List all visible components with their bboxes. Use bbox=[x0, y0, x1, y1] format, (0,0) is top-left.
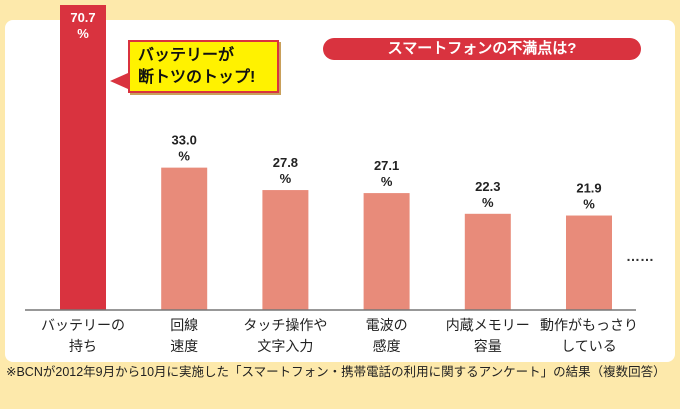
category-label: している bbox=[561, 339, 617, 355]
value-unit: % bbox=[381, 174, 393, 189]
value-unit: % bbox=[482, 195, 494, 210]
category-label: バッテリーの bbox=[41, 318, 125, 334]
category-label: 動作がもっさり bbox=[540, 318, 638, 334]
category-label: 速度 bbox=[170, 339, 198, 355]
chart-title: スマートフォンの不満点は? bbox=[323, 38, 641, 60]
bar bbox=[464, 213, 511, 310]
value-unit: % bbox=[280, 171, 292, 186]
callout-pointer bbox=[110, 73, 128, 89]
category-label: 感度 bbox=[373, 338, 401, 355]
category-label: 文字入力 bbox=[257, 339, 313, 355]
category-label: タッチ操作や bbox=[243, 318, 327, 334]
bar bbox=[161, 167, 208, 310]
category-label: 電波の bbox=[366, 318, 408, 334]
bar bbox=[262, 190, 309, 310]
value-label: 21.9 bbox=[576, 181, 601, 196]
category-label: 持ち bbox=[69, 339, 97, 355]
continuation-dots: …… bbox=[626, 248, 654, 264]
category-label: 内蔵メモリー bbox=[446, 318, 530, 334]
category-label: 容量 bbox=[474, 338, 502, 355]
callout-annotation: バッテリーが 断トツのトップ! bbox=[128, 40, 279, 93]
value-label: 27.1 bbox=[374, 158, 399, 173]
value-label: 70.7 bbox=[70, 10, 95, 25]
footnote: ※BCNが2012年9月から10月に実施した「スマートフォン・携帯電話の利用に関… bbox=[6, 365, 666, 379]
value-label: 22.3 bbox=[475, 179, 500, 194]
callout-line-2: 断トツのトップ! bbox=[138, 69, 256, 86]
value-unit: % bbox=[77, 26, 89, 41]
bar bbox=[60, 5, 106, 310]
category-label: 回線 bbox=[170, 318, 198, 334]
bar bbox=[363, 193, 410, 310]
callout-line-1: バッテリーが bbox=[138, 47, 235, 64]
value-unit: % bbox=[178, 149, 190, 164]
value-label: 33.0 bbox=[172, 133, 197, 148]
value-label: 27.8 bbox=[273, 155, 298, 170]
bar bbox=[566, 215, 612, 310]
value-unit: % bbox=[583, 197, 595, 212]
